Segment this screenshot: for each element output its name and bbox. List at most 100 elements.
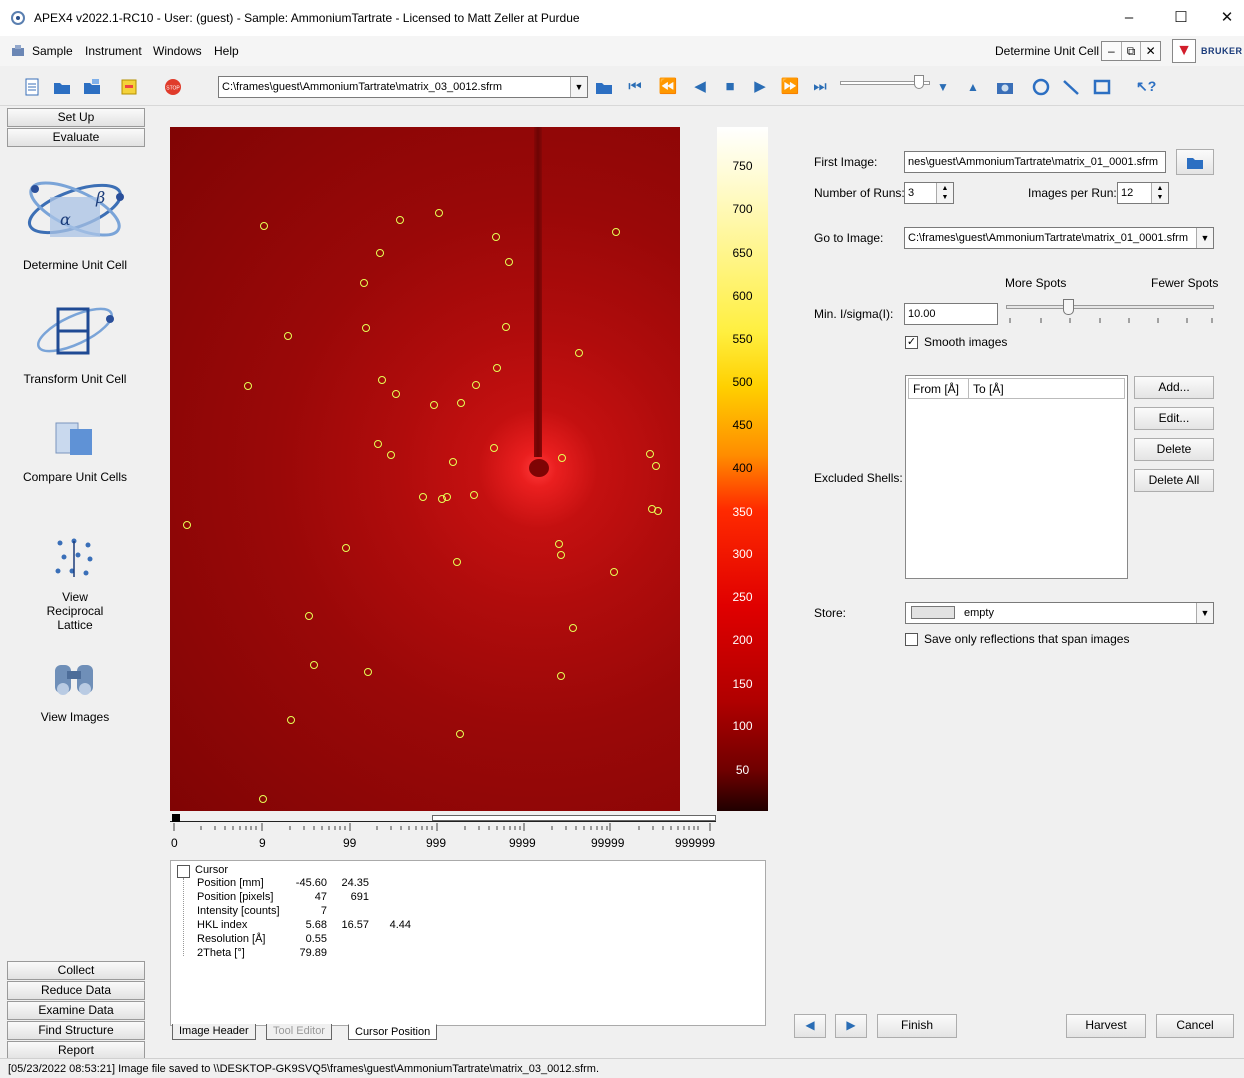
browse-folder-icon[interactable] — [595, 78, 613, 96]
reflection-spot[interactable] — [472, 381, 480, 389]
spinner-arrows-icon[interactable]: ▲ ▼ — [936, 183, 953, 203]
find-structure-button[interactable]: Find Structure — [7, 1021, 145, 1040]
evaluate-button[interactable]: Evaluate — [7, 128, 145, 147]
menu-instrument[interactable]: Instrument — [85, 44, 142, 58]
reflection-spot[interactable] — [493, 364, 501, 372]
reflection-spot[interactable] — [453, 558, 461, 566]
reflection-spot[interactable] — [183, 521, 191, 529]
reflection-spot[interactable] — [392, 390, 400, 398]
arrow-up-icon[interactable]: ▲ — [967, 80, 979, 94]
open-folder-icon[interactable] — [53, 78, 71, 96]
cursor-checkbox[interactable] — [177, 865, 190, 878]
reflection-spot[interactable] — [654, 507, 662, 515]
reflection-spot[interactable] — [387, 451, 395, 459]
reflection-spot[interactable] — [492, 233, 500, 241]
number-of-runs-spinner[interactable]: 3 ▲ ▼ — [904, 182, 954, 204]
next-frame-icon[interactable]: ▶ — [754, 78, 766, 95]
tool-determine-unit-cell[interactable]: α β Determine Unit Cell — [4, 169, 146, 272]
fast-forward-icon[interactable]: ⏩ — [780, 78, 800, 95]
reflection-spot[interactable] — [557, 551, 565, 559]
rewind-icon[interactable]: ⏪ — [658, 78, 678, 95]
harvest-button[interactable]: Harvest — [1066, 1014, 1146, 1038]
reflection-spot[interactable] — [569, 624, 577, 632]
maximize-button[interactable]: ☐ — [1174, 9, 1188, 26]
reflection-spot[interactable] — [502, 323, 510, 331]
finish-button[interactable]: Finish — [877, 1014, 957, 1038]
menu-windows[interactable]: Windows — [153, 44, 202, 58]
note-icon[interactable] — [120, 78, 138, 96]
collect-button[interactable]: Collect — [7, 961, 145, 980]
first-image-field[interactable]: nes\guest\AmmoniumTartrate\matrix_01_000… — [904, 151, 1166, 173]
reflection-spot[interactable] — [364, 668, 372, 676]
open-frames-icon[interactable] — [83, 78, 101, 96]
frame-path-select[interactable]: C:\frames\guest\AmmoniumTartrate\matrix_… — [218, 76, 588, 98]
tool-view-reciprocal-lattice[interactable]: View Reciprocal Lattice — [4, 533, 146, 632]
mdi-restore-button[interactable]: ⧉ — [1122, 42, 1142, 60]
previous-frame-icon[interactable]: ◀ — [694, 78, 706, 95]
tab-tool-editor[interactable]: Tool Editor — [266, 1024, 332, 1040]
menu-sample[interactable]: Sample — [32, 44, 73, 58]
reflection-spot[interactable] — [557, 672, 565, 680]
browse-first-image-button[interactable] — [1176, 149, 1214, 175]
reflection-spot[interactable] — [259, 795, 267, 803]
examine-data-button[interactable]: Examine Data — [7, 1001, 145, 1020]
close-button[interactable]: ✕ — [1220, 9, 1234, 26]
reflection-spot[interactable] — [430, 401, 438, 409]
delete-shell-button[interactable]: Delete — [1134, 438, 1214, 461]
reflection-spot[interactable] — [435, 209, 443, 217]
reflection-spot[interactable] — [555, 540, 563, 548]
mdi-close-button[interactable]: ✕ — [1145, 44, 1156, 58]
stop-icon[interactable]: STOP — [164, 78, 182, 96]
reduce-data-button[interactable]: Reduce Data — [7, 981, 145, 1000]
setup-button[interactable]: Set Up — [7, 108, 145, 127]
add-shell-button[interactable]: Add... — [1134, 376, 1214, 399]
delete-all-shells-button[interactable]: Delete All — [1134, 469, 1214, 492]
spots-threshold-slider[interactable] — [1006, 305, 1214, 309]
reflection-spot[interactable] — [470, 491, 478, 499]
reflection-spot[interactable] — [646, 450, 654, 458]
reflection-spot[interactable] — [310, 661, 318, 669]
intensity-scale-slider[interactable]: 0 9 99 999 9999 99999 999999 — [170, 812, 716, 852]
chevron-down-icon[interactable]: ▼ — [570, 77, 587, 97]
reflection-spot[interactable] — [575, 349, 583, 357]
store-select[interactable]: empty ▼ — [905, 602, 1214, 624]
reflection-spot[interactable] — [287, 716, 295, 724]
scale-min-handle[interactable] — [172, 814, 180, 822]
images-per-run-spinner[interactable]: 12 ▲ ▼ — [1117, 182, 1169, 204]
mdi-minimize-button[interactable]: – — [1102, 42, 1122, 60]
chevron-down-icon[interactable]: ▼ — [1196, 228, 1213, 248]
reflection-spot[interactable] — [374, 440, 382, 448]
help-cursor-icon[interactable]: ↖? — [1136, 78, 1157, 94]
tool-transform-unit-cell[interactable]: Transform Unit Cell — [4, 297, 146, 386]
circle-tool-icon[interactable] — [1032, 78, 1050, 96]
rectangle-tool-icon[interactable] — [1093, 78, 1111, 96]
min-isigma-field[interactable]: 10.00 — [904, 303, 998, 325]
stop-playback-icon[interactable]: ■ — [725, 78, 735, 95]
tab-image-header[interactable]: Image Header — [172, 1024, 256, 1040]
tab-cursor-position[interactable]: Cursor Position — [348, 1024, 438, 1040]
span-images-checkbox[interactable] — [905, 633, 918, 646]
camera-icon[interactable] — [996, 78, 1014, 96]
reflection-spot[interactable] — [260, 222, 268, 230]
reflection-spot[interactable] — [396, 216, 404, 224]
playback-speed-slider[interactable] — [840, 81, 930, 85]
spots-threshold-thumb[interactable] — [1063, 299, 1075, 315]
reflection-spot[interactable] — [305, 612, 313, 620]
reflection-spot[interactable] — [443, 493, 451, 501]
reflection-spot[interactable] — [610, 568, 618, 576]
first-frame-icon[interactable]: ⏮ — [628, 78, 642, 95]
reflection-spot[interactable] — [505, 258, 513, 266]
last-frame-icon[interactable]: ⏭ — [813, 78, 827, 95]
reflection-spot[interactable] — [376, 249, 384, 257]
reflection-spot[interactable] — [362, 324, 370, 332]
reflection-spot[interactable] — [456, 730, 464, 738]
reflection-spot[interactable] — [360, 279, 368, 287]
filter-icon[interactable]: ▼ — [1172, 39, 1196, 63]
column-to[interactable]: To [Å] — [973, 382, 1004, 396]
diffraction-image[interactable] — [170, 127, 680, 811]
reflection-spot[interactable] — [342, 544, 350, 552]
cancel-button[interactable]: Cancel — [1156, 1014, 1234, 1038]
minimize-button[interactable]: – — [1124, 9, 1134, 26]
chevron-down-icon[interactable]: ▼ — [1196, 603, 1213, 623]
excluded-shells-table[interactable]: From [Å] To [Å] — [905, 375, 1128, 579]
